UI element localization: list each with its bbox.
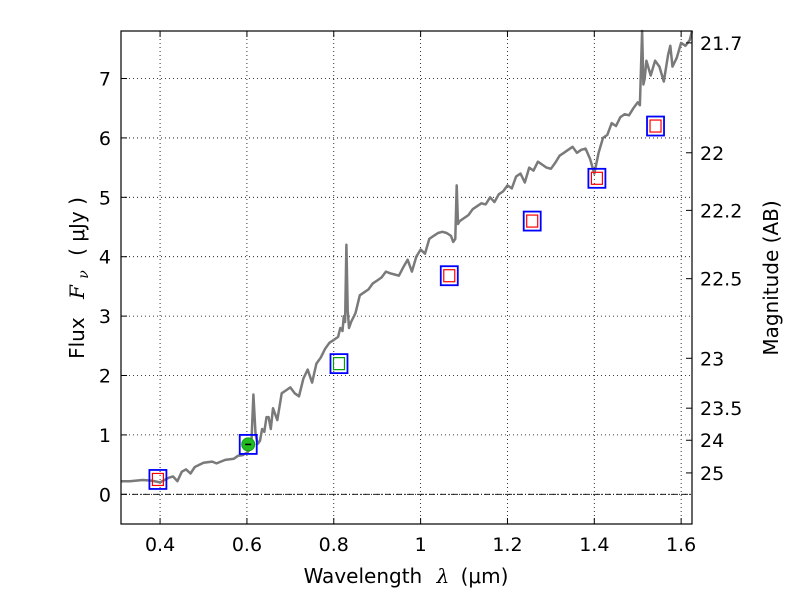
x-axis-title-symbol: λ xyxy=(436,564,450,588)
band-point-4 xyxy=(439,265,459,287)
marker-outer-square xyxy=(238,434,258,455)
marker-inner-square xyxy=(526,214,539,228)
y-axis-title-sub: ν xyxy=(76,270,92,279)
marker-inner-square xyxy=(151,472,165,487)
marker-inner-square xyxy=(332,357,346,371)
y-axis-title-symbol: F xyxy=(65,284,89,300)
x-tick-label: 1.2 xyxy=(492,534,522,556)
x-tick-label: 0.6 xyxy=(232,534,262,556)
band-point-3 xyxy=(329,353,349,375)
y-tick-label: 4 xyxy=(99,247,111,269)
x-axis-title-unit: (μm) xyxy=(461,564,509,588)
marker-inner-square xyxy=(443,269,456,283)
y2-tick-label: 22.2 xyxy=(700,200,742,222)
y-tick-label: 3 xyxy=(99,306,111,328)
marker-outer-square xyxy=(148,469,168,490)
y2-tick-label: 21.7 xyxy=(700,33,742,55)
y-tick-label: 2 xyxy=(99,366,111,388)
marker-outer-square xyxy=(587,167,607,189)
band-point-6 xyxy=(587,167,607,189)
tick-layer: 0.4 0.6 0.8 1 1.2 1.4 1.60123456721.72222.222.… xyxy=(99,31,742,556)
band-point-7 xyxy=(646,115,665,137)
series-layer xyxy=(121,29,694,484)
y2-tick-label: 22 xyxy=(700,143,724,165)
x-tick-label: 1.4 xyxy=(579,534,609,556)
y-axis-title-unit: ( μJy ) xyxy=(65,197,89,256)
marker-outer-square xyxy=(329,353,349,375)
marker-layer xyxy=(148,115,665,490)
marker-inner-square xyxy=(649,119,662,133)
x-axis-title-text: Wavelength xyxy=(304,564,423,588)
series-line-model-spectrum xyxy=(121,29,694,484)
band-point-1 xyxy=(148,469,168,490)
y2-tick-label: 23.5 xyxy=(700,398,742,420)
y2-tick-label: 23 xyxy=(700,348,724,370)
plot-frame xyxy=(120,30,693,525)
y-tick-label: 7 xyxy=(99,69,111,91)
y-axis-title-text: Flux xyxy=(65,317,89,359)
x-tick-label: 1.6 xyxy=(666,534,696,556)
y-tick-label: 6 xyxy=(99,128,111,150)
x-axis-title: Wavelength λ (μm) xyxy=(304,564,509,588)
y-tick-label: 0 xyxy=(99,484,111,506)
y2-tick-label: 25 xyxy=(700,463,724,485)
y2-tick-label: 22.5 xyxy=(700,269,742,291)
marker-outer-square xyxy=(439,265,459,287)
y-axis-title: Flux F ν ( μJy ) xyxy=(65,197,93,359)
band-point-2 xyxy=(238,434,258,455)
x-tick-label: 0.4 xyxy=(145,534,175,556)
marker-outer-square xyxy=(522,210,542,232)
y-tick-label: 5 xyxy=(99,187,111,209)
band-point-5 xyxy=(522,210,542,232)
marker-outer-square xyxy=(646,115,665,137)
marker-inner-square xyxy=(590,171,604,185)
y2-tick-label: 24 xyxy=(700,430,724,452)
y2-axis-title: Magnitude (AB) xyxy=(759,200,783,355)
x-tick-label: 1 xyxy=(415,534,427,556)
y-tick-label: 1 xyxy=(99,425,111,447)
x-tick-label: 0.8 xyxy=(319,534,349,556)
grid xyxy=(121,31,692,524)
